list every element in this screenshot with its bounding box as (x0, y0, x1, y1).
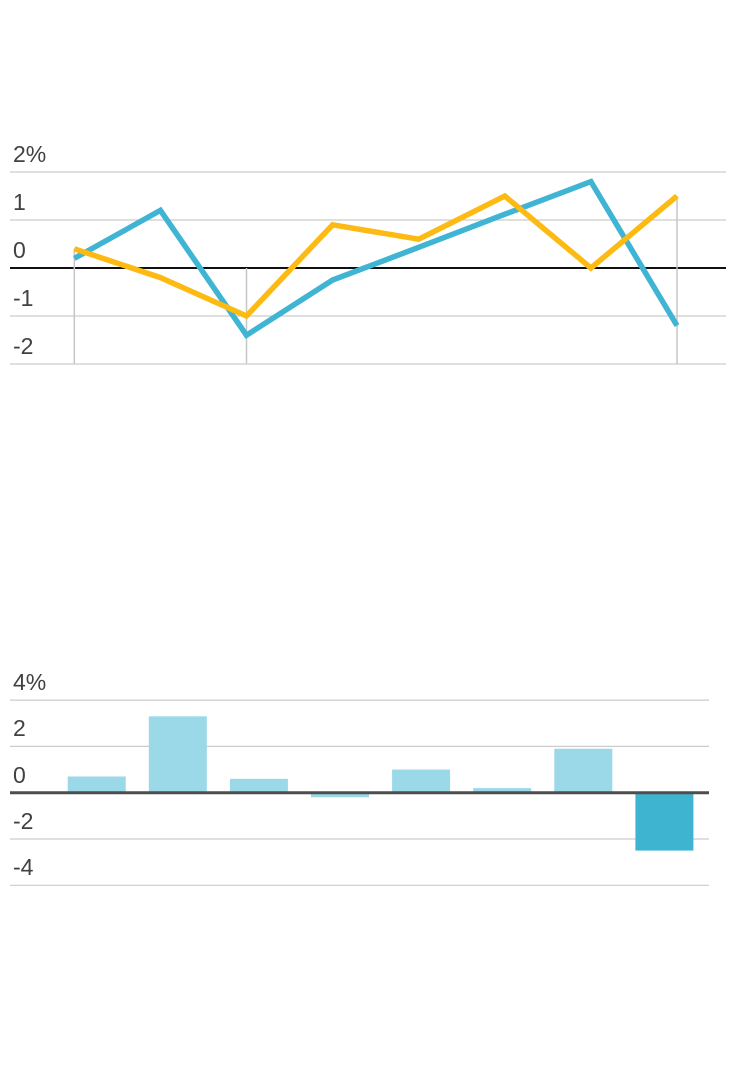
y-tick-label: 1 (13, 189, 26, 215)
bar (473, 788, 532, 793)
y-tick-label: 2 (13, 715, 26, 742)
bar (311, 792, 369, 798)
bar (554, 748, 613, 793)
y-tick-label: 2% (13, 141, 47, 167)
y-tick-label: -2 (13, 808, 34, 834)
y-tick-label: 0 (13, 761, 26, 788)
bar (392, 769, 451, 793)
bar (148, 716, 207, 793)
yellow-series-path (73, 192, 679, 320)
bar (635, 792, 694, 851)
y-tick-label: 0 (13, 237, 26, 263)
y-tick-label: -2 (13, 333, 34, 359)
teal-series-path (72, 178, 680, 339)
y-tick-label: -1 (13, 285, 34, 311)
y-tick-label: 4% (13, 669, 47, 696)
y-tick-label: -4 (13, 854, 34, 881)
bar (67, 776, 126, 793)
bar (229, 778, 288, 793)
